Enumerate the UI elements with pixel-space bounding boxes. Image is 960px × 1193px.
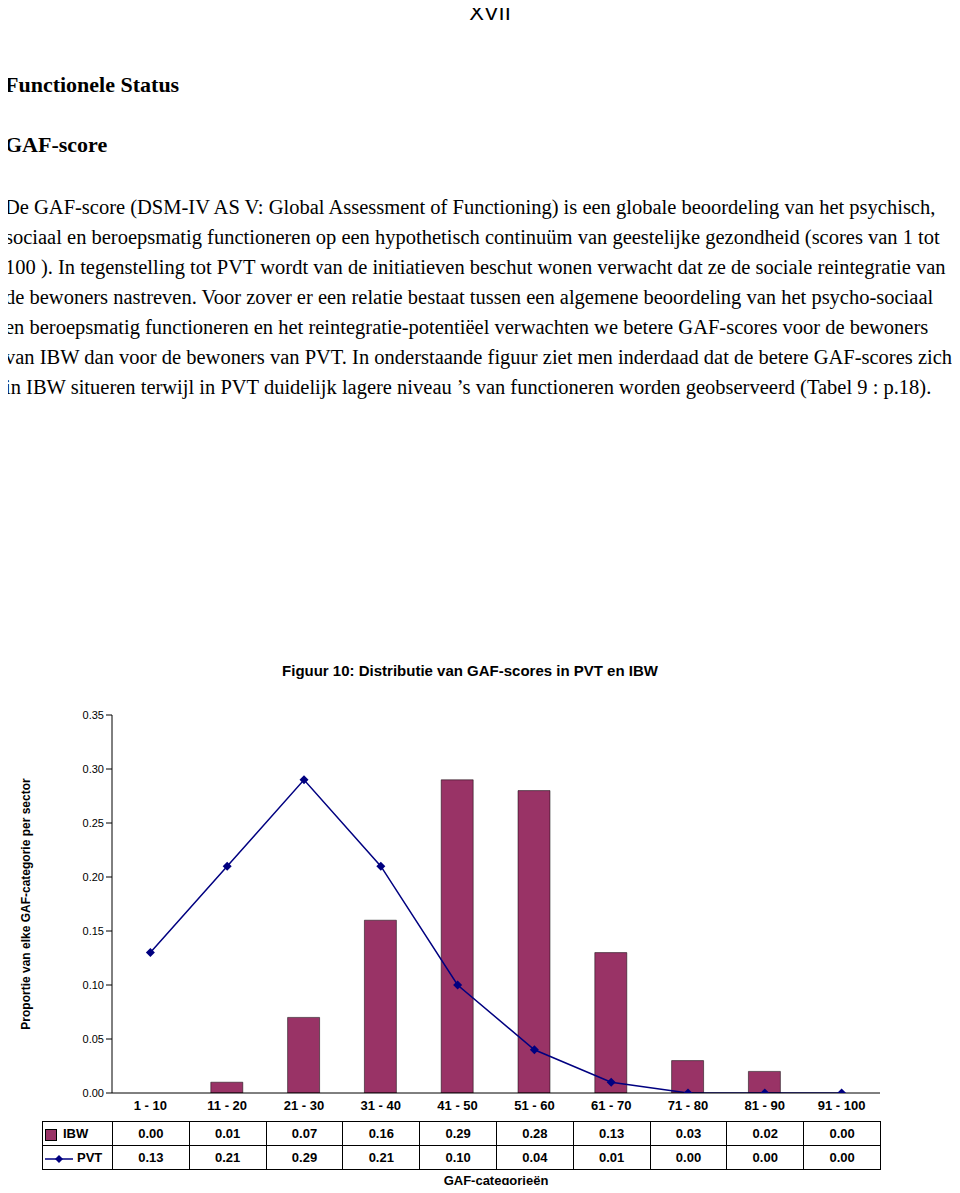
svg-text:11 - 20: 11 - 20 (207, 1098, 247, 1113)
html-text:0.13: 0.13 (599, 1126, 625, 1141)
html-text:0.10: 0.10 (445, 1150, 471, 1165)
html-text:0.21: 0.21 (215, 1150, 241, 1165)
html-text:GAF-score: GAF-score (5, 132, 108, 157)
html-text:0.02: 0.02 (752, 1126, 778, 1141)
html-text:0.04: 0.04 (522, 1150, 548, 1165)
svg-text:0.35: 0.35 (83, 709, 104, 721)
svg-text:1 - 10: 1 - 10 (134, 1098, 167, 1113)
svg-text:0.15: 0.15 (83, 925, 104, 937)
html-text:0.16: 0.16 (368, 1126, 394, 1141)
html-text:0.00: 0.00 (829, 1126, 855, 1141)
html-text:0.29: 0.29 (291, 1150, 318, 1165)
svg-text:0.00: 0.00 (83, 1087, 104, 1099)
svg-text:0.05: 0.05 (83, 1033, 104, 1045)
html-text:PVT: PVT (77, 1150, 103, 1165)
html-text:0.29: 0.29 (445, 1126, 471, 1141)
html-text:0.21: 0.21 (368, 1150, 394, 1165)
svg-text:0.25: 0.25 (83, 817, 104, 829)
svg-text:91 - 100: 91 - 100 (818, 1098, 866, 1113)
svg-text:21 - 30: 21 - 30 (284, 1098, 324, 1113)
svg-text:Proportie van elke GAF-categor: Proportie van elke GAF-categorie per sec… (19, 778, 33, 1030)
svg-text:81 - 90: 81 - 90 (745, 1098, 785, 1113)
svg-text:51 - 60: 51 - 60 (514, 1098, 554, 1113)
html-text:Figuur 10: Distributie van GAF: Figuur 10: Distributie van GAF-scores in… (282, 662, 658, 679)
html-text:GAF-categorieën: GAF-categorieën (443, 1173, 549, 1188)
html-text:0.28: 0.28 (522, 1126, 548, 1141)
svg-text:0.30: 0.30 (83, 763, 104, 775)
html-text:0.03: 0.03 (675, 1126, 702, 1141)
svg-text:0.20: 0.20 (83, 871, 104, 883)
svg-text:0.10: 0.10 (83, 979, 104, 991)
svg-text:41 - 50: 41 - 50 (437, 1098, 477, 1113)
html-text:0.00: 0.00 (829, 1150, 855, 1165)
svg-text:61 - 70: 61 - 70 (591, 1098, 631, 1113)
html-text:XVII: XVII (469, 0, 511, 25)
html-text:De GAF-score (DSM-IV AS V: Glo: De GAF-score (DSM-IV AS V: Global Assess… (5, 196, 952, 398)
svg-text:71 - 80: 71 - 80 (668, 1098, 708, 1113)
html-text:0.07: 0.07 (291, 1126, 318, 1141)
html-text:IBW: IBW (63, 1126, 89, 1141)
html-text:0.01: 0.01 (215, 1126, 241, 1141)
html-text:0.01: 0.01 (599, 1150, 625, 1165)
html-text:Functionele Status: Functionele Status (5, 72, 180, 97)
html-text:0.13: 0.13 (138, 1150, 164, 1165)
svg-text:31 - 40: 31 - 40 (361, 1098, 401, 1113)
html-text:0.00: 0.00 (675, 1150, 702, 1165)
html-text:0.00: 0.00 (138, 1126, 164, 1141)
html-text:0.00: 0.00 (752, 1150, 778, 1165)
